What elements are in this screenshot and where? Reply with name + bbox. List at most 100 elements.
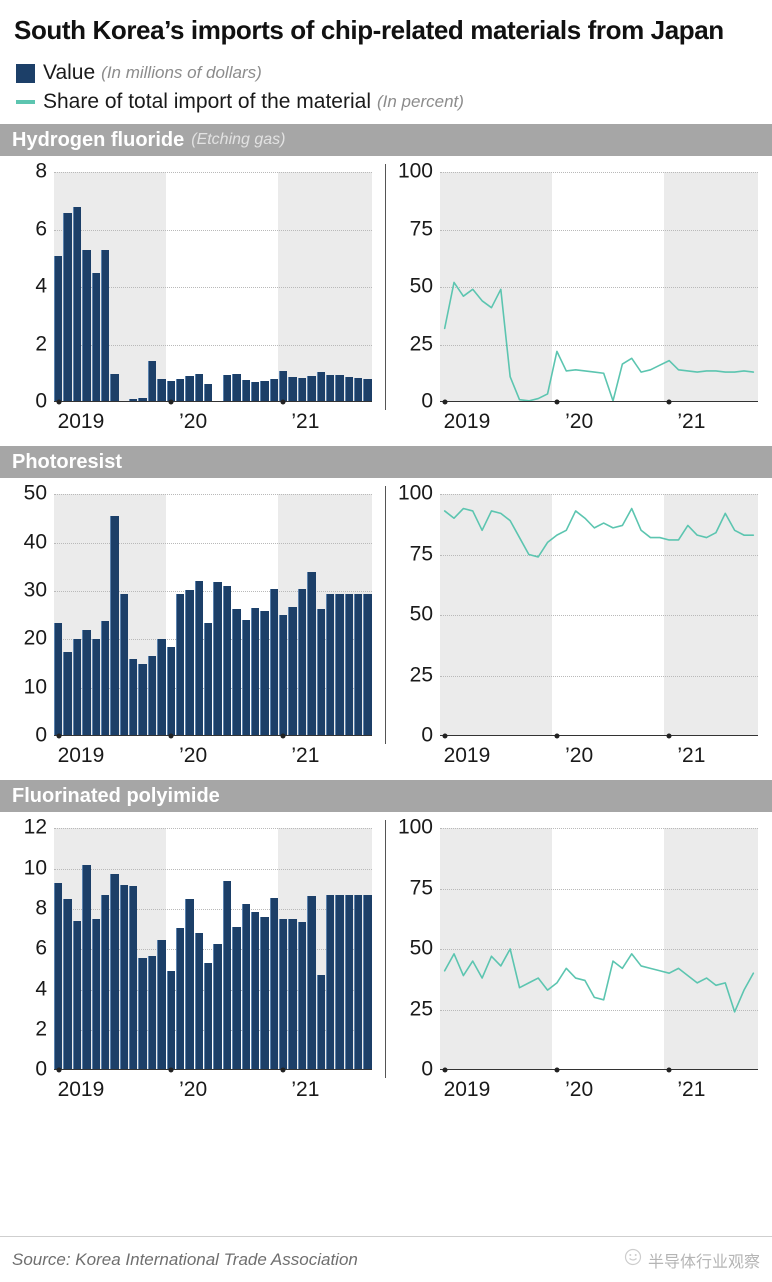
- y-axis-label: 4: [35, 274, 47, 298]
- y-gridlines: 0 10 20 30 40 50: [24, 482, 372, 747]
- x-axis-line: [440, 735, 758, 737]
- header: South Korea’s imports of chip-related ma…: [0, 0, 772, 114]
- line-chart-hydrogen-fluoride: 0 25 50 75 100 2019 ’20 ’21: [386, 158, 772, 446]
- bar: [72, 206, 82, 403]
- x-tick-dot: [280, 1067, 286, 1073]
- y-axis-label: 50: [409, 274, 433, 298]
- legend-note: (In percent): [377, 92, 464, 112]
- x-axis-line: [440, 401, 758, 403]
- bar: [288, 376, 297, 403]
- legend-label: Value: [43, 61, 96, 85]
- bar: [185, 376, 194, 403]
- bar: [222, 374, 232, 403]
- bar: [91, 639, 100, 737]
- gridline: [54, 542, 372, 544]
- y-gridlines: 0 2 4 6 8: [35, 160, 372, 413]
- y-gridlines: 0 25 50 75 100: [398, 160, 758, 413]
- bar: [279, 370, 288, 403]
- y-axis-label: 6: [35, 936, 47, 960]
- bar: [316, 975, 325, 1071]
- gridline: [440, 675, 758, 677]
- bar: [363, 894, 372, 1071]
- bar: [297, 588, 307, 737]
- bar: [335, 593, 344, 737]
- gridline: [54, 639, 372, 641]
- y-axis-label: 100: [397, 481, 433, 505]
- bar: [91, 919, 100, 1071]
- bar: [100, 621, 110, 737]
- x-axis-label: ’21: [291, 744, 320, 768]
- panel-divider: [385, 486, 386, 745]
- x-tick-dot: [280, 399, 286, 405]
- x-axis-label: ’20: [179, 744, 208, 768]
- x-axis-line: [54, 1069, 372, 1071]
- gridline: [54, 287, 372, 289]
- bar-series: [54, 172, 372, 403]
- y-axis-label: 75: [409, 876, 433, 900]
- bar: [354, 377, 363, 403]
- bar: [129, 399, 138, 403]
- bar: [344, 376, 353, 403]
- bar-chart-fluorinated-polyimide: 0 2 4 6 8 10 12 2019 ’20 ’21: [0, 814, 386, 1114]
- bar: [269, 378, 278, 403]
- y-gridlines: 0 25 50 75 100: [398, 482, 758, 747]
- y-axis-label: 8: [35, 159, 47, 183]
- x-axis-label: ’21: [291, 410, 320, 434]
- bar: [157, 639, 166, 737]
- line-series: [440, 172, 758, 402]
- bar: [213, 582, 222, 737]
- bar: [129, 658, 138, 737]
- bar: [138, 397, 147, 403]
- section-header-fluorinated-polyimide: Fluorinated polyimide: [0, 780, 772, 813]
- gridline: [54, 494, 372, 496]
- bar: [279, 919, 288, 1071]
- bar: [147, 656, 157, 737]
- smiley-icon: [624, 1248, 642, 1271]
- y-axis-label: 10: [23, 856, 47, 880]
- bar: [138, 958, 147, 1071]
- gridline: [54, 591, 372, 593]
- bar: [307, 571, 316, 737]
- bar: [157, 940, 166, 1071]
- x-axis-label: ’21: [291, 1078, 320, 1102]
- x-tick-dot: [554, 399, 560, 405]
- x-axis-label: ’20: [565, 1078, 594, 1102]
- bar: [110, 373, 119, 403]
- gridline: [440, 229, 758, 231]
- bar-series: [54, 494, 372, 737]
- x-axis-label: ’21: [677, 410, 706, 434]
- bar: [232, 373, 241, 403]
- x-tick-dot: [666, 1067, 672, 1073]
- bar: [288, 607, 297, 737]
- y-axis-label: 50: [409, 602, 433, 626]
- gridline: [440, 615, 758, 617]
- gridline: [440, 828, 758, 830]
- y-axis-label: 30: [23, 578, 47, 602]
- y-axis-label: 25: [409, 997, 433, 1021]
- gridline: [54, 344, 372, 346]
- section-title: Fluorinated polyimide: [12, 784, 220, 807]
- y-axis-label: 2: [35, 332, 47, 356]
- panel-divider: [385, 820, 386, 1079]
- y-axis-label: 50: [409, 936, 433, 960]
- bar: [185, 898, 194, 1071]
- bar: [354, 894, 363, 1071]
- bar: [260, 917, 269, 1071]
- x-axis-label: 2019: [443, 744, 491, 768]
- panel-divider: [385, 164, 386, 411]
- bar: [204, 963, 213, 1071]
- x-tick-dot: [442, 733, 448, 739]
- gridline: [440, 949, 758, 951]
- legend: Value (In millions of dollars) Share of …: [16, 61, 758, 114]
- bar: [260, 611, 269, 737]
- bar: [185, 589, 194, 737]
- bar: [166, 380, 175, 403]
- legend-note: (In millions of dollars): [101, 63, 262, 83]
- bar: [250, 381, 260, 403]
- bar: [119, 593, 128, 737]
- x-axis-label: ’21: [677, 1078, 706, 1102]
- x-tick-dot: [56, 1067, 62, 1073]
- y-axis-label: 2: [35, 1017, 47, 1041]
- y-axis-label: 75: [409, 542, 433, 566]
